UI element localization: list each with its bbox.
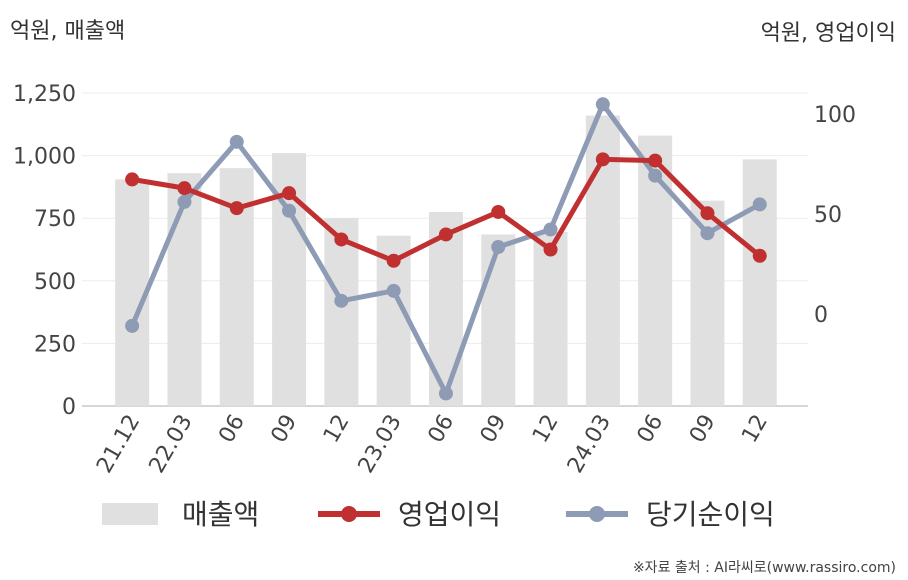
right-tick-label: 100	[814, 103, 856, 128]
x-tick-label: 09	[685, 411, 721, 448]
bar	[481, 234, 516, 406]
lines	[125, 97, 767, 401]
series-point	[229, 201, 244, 216]
series-point	[125, 318, 140, 333]
series-point	[595, 97, 610, 112]
series-point	[543, 222, 558, 237]
series-point	[595, 152, 610, 167]
x-tick-label: 09	[267, 411, 303, 448]
right-axis-unit: 억원, 영업이익	[761, 21, 896, 46]
right-tick-label: 50	[814, 203, 842, 228]
legend-marker	[341, 506, 357, 522]
bar	[324, 218, 359, 406]
series-point	[648, 168, 663, 183]
left-axis-unit: 억원, 매출액	[10, 19, 125, 44]
legend-label: 영업이익	[398, 498, 501, 531]
series-point	[125, 172, 140, 187]
legend-label: 매출액	[182, 498, 259, 531]
left-tick-label: 1,000	[13, 145, 76, 170]
x-tick-label: 22.03	[145, 411, 198, 478]
left-tick-label: 750	[34, 207, 76, 232]
right-tick-label: 0	[814, 303, 828, 328]
series-point	[282, 203, 297, 218]
series-point	[334, 293, 349, 308]
left-axis-ticks: 0 250 500 750 1,000 1,250	[13, 82, 76, 420]
series-point	[700, 226, 715, 241]
right-axis-ticks: 0 50 100	[814, 103, 856, 328]
bar	[533, 231, 568, 406]
series-point	[752, 197, 767, 212]
bars	[115, 115, 777, 406]
series-point	[177, 194, 192, 209]
x-tick-label: 12	[528, 411, 564, 448]
series-point	[177, 181, 192, 196]
legend: 매출액 영업이익 당기순이익	[102, 498, 775, 531]
series-point	[438, 386, 453, 401]
series-point	[386, 253, 401, 268]
x-tick-label: 23.03	[354, 411, 407, 478]
x-tick-label: 06	[214, 411, 250, 448]
series-point	[491, 204, 506, 219]
series-point	[648, 153, 663, 168]
x-tick-label: 24.03	[563, 411, 616, 478]
left-tick-label: 500	[34, 270, 76, 295]
series-point	[491, 239, 506, 254]
left-tick-label: 250	[34, 332, 76, 357]
bar	[167, 173, 202, 406]
series-point	[700, 206, 715, 221]
series-point	[438, 227, 453, 242]
series-point	[229, 134, 244, 149]
left-tick-label: 0	[62, 395, 76, 420]
series-point	[334, 232, 349, 247]
x-tick-label: 21.12	[92, 411, 145, 478]
x-tick-label: 12	[319, 411, 355, 448]
x-tick-label: 09	[476, 411, 512, 448]
x-tick-label: 12	[737, 411, 773, 448]
legend-swatch	[102, 503, 158, 525]
series-point	[543, 242, 558, 257]
legend-label: 당기순이익	[646, 498, 775, 531]
x-tick-label: 06	[633, 411, 669, 448]
source-note: ※자료 출처 : AI라씨로(www.rassiro.com)	[633, 560, 896, 576]
left-tick-label: 1,250	[13, 82, 76, 107]
bar	[742, 159, 777, 406]
series-point	[752, 248, 767, 263]
series-point	[386, 283, 401, 298]
legend-marker	[589, 506, 605, 522]
x-tick-label: 06	[423, 411, 459, 448]
series-point	[282, 186, 297, 201]
x-axis-ticks: 21.12 22.03 06 09 12 23.03 06 09 12 24.03 06 09 12	[92, 411, 773, 478]
